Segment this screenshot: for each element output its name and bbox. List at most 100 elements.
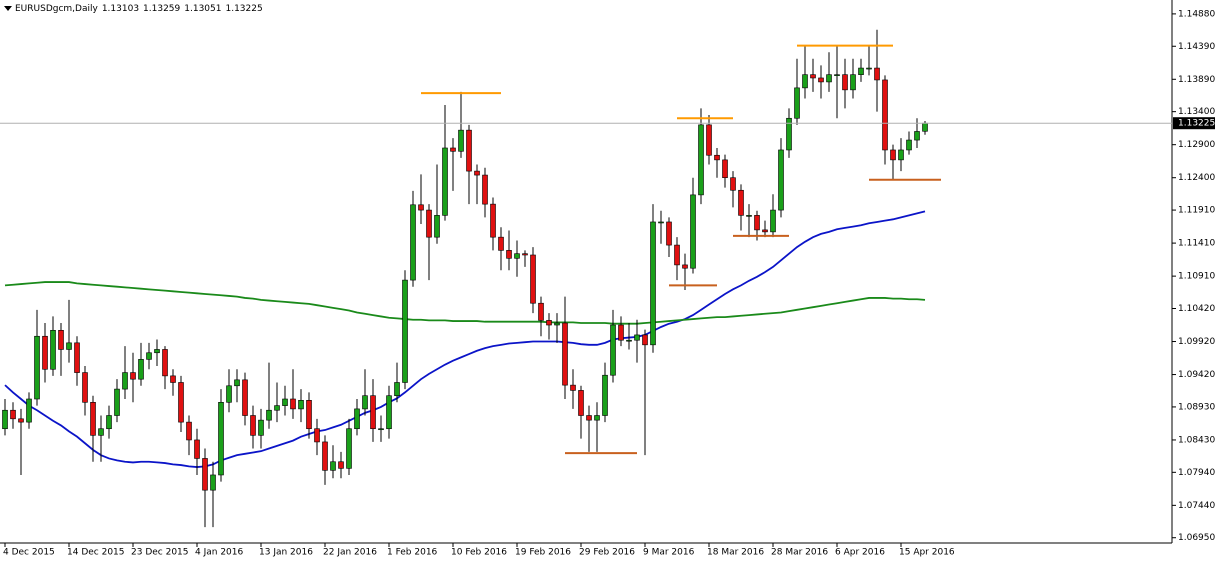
- candle-body: [810, 74, 816, 79]
- candle-body: [602, 374, 608, 416]
- candle-body: [90, 402, 96, 436]
- candle-body: [530, 254, 536, 304]
- candle-body: [34, 335, 40, 400]
- moving-average: [4, 210, 926, 468]
- candle-body: [802, 74, 808, 89]
- y-tick-label: 1.08430: [1178, 435, 1215, 445]
- candle-body: [418, 204, 424, 211]
- candle-body: [738, 189, 744, 216]
- candle-body: [666, 221, 672, 246]
- candle-body: [74, 342, 80, 373]
- y-tick-label: 1.09420: [1178, 370, 1215, 380]
- candle-body: [786, 117, 792, 151]
- candle-body: [642, 334, 648, 346]
- candle-body: [922, 122, 928, 132]
- candle-body: [146, 352, 152, 360]
- y-tick-label: 1.13400: [1178, 107, 1215, 117]
- x-tick-label: 10 Feb 2016: [451, 548, 507, 558]
- candle-body: [482, 174, 488, 205]
- candle-body: [818, 77, 824, 83]
- x-tick-label: 15 Apr 2016: [899, 548, 955, 558]
- candle-body: [618, 324, 624, 341]
- candle-body: [826, 74, 832, 83]
- y-tick-label: 1.10420: [1178, 304, 1215, 314]
- candle-body: [850, 74, 856, 91]
- x-tick-label: 28 Mar 2016: [771, 548, 828, 558]
- x-tick-label: 23 Dec 2015: [131, 548, 189, 558]
- candle-body: [162, 349, 168, 377]
- candle-body: [914, 131, 920, 141]
- candle-body: [442, 147, 448, 216]
- candle-body: [458, 129, 464, 152]
- x-tick-label: 4 Dec 2015: [3, 548, 55, 558]
- candle-body: [466, 129, 472, 172]
- open-value: 1.13103: [101, 4, 140, 14]
- candle-body: [226, 385, 232, 403]
- candle-body: [834, 74, 840, 76]
- candle-body: [330, 461, 336, 471]
- candle-body: [322, 441, 328, 471]
- candle-body: [906, 139, 912, 151]
- candle-body: [578, 390, 584, 416]
- y-tick-label: 1.13890: [1178, 75, 1215, 85]
- candle-body: [338, 461, 344, 469]
- candle-body: [98, 428, 104, 436]
- candle-body: [402, 279, 408, 383]
- candle-body: [250, 415, 256, 436]
- candle-body: [130, 372, 136, 380]
- x-tick-label: 4 Jan 2016: [195, 548, 243, 558]
- low-value: 1.13051: [184, 4, 222, 14]
- candle-body: [874, 67, 880, 81]
- y-tick-label: 1.12900: [1178, 140, 1215, 150]
- candle-body: [306, 400, 312, 430]
- moving-average: [4, 281, 926, 325]
- current-price-box: [1173, 117, 1215, 130]
- candle-body: [242, 379, 248, 416]
- candle-body: [122, 372, 128, 390]
- candle-body: [138, 359, 144, 380]
- y-tick-label: 1.14390: [1178, 42, 1215, 52]
- symbol: EURUSDgcm,Daily: [15, 4, 98, 14]
- candle-body: [154, 349, 160, 354]
- candle-body: [794, 87, 800, 119]
- candle-body: [386, 395, 392, 430]
- candle-body: [554, 322, 560, 326]
- candle-body: [594, 415, 600, 421]
- candle-body: [754, 215, 760, 231]
- menu-icon[interactable]: [4, 6, 12, 11]
- candle-body: [50, 329, 56, 370]
- candle-body: [538, 302, 544, 321]
- candle-body: [202, 458, 208, 491]
- candle-body: [890, 149, 896, 161]
- candle-body: [290, 398, 296, 410]
- candle-body: [42, 335, 48, 370]
- candle-body: [858, 67, 864, 75]
- candle-body: [234, 379, 240, 387]
- candle-body: [282, 398, 288, 406]
- candle-body: [474, 170, 480, 176]
- candle-body: [66, 342, 72, 350]
- candle-body: [722, 159, 728, 179]
- candle-body: [274, 405, 280, 411]
- candle-body: [170, 375, 176, 383]
- candle-body: [882, 79, 888, 151]
- candle-body: [498, 236, 504, 251]
- x-tick-label: 13 Jan 2016: [259, 548, 313, 558]
- candle-body: [370, 395, 376, 430]
- close-value: 1.13225: [225, 4, 263, 14]
- y-tick-label: 1.12400: [1178, 173, 1215, 183]
- candle-body: [842, 74, 848, 91]
- candle-body: [866, 67, 872, 70]
- candle-body: [298, 400, 304, 410]
- candle-body: [362, 395, 368, 410]
- y-tick-label: 1.09920: [1178, 337, 1215, 347]
- candle-body: [314, 428, 320, 443]
- x-tick-label: 22 Jan 2016: [323, 548, 377, 558]
- candle-body: [730, 177, 736, 191]
- candle-body: [570, 384, 576, 391]
- y-tick-label: 1.07940: [1178, 468, 1215, 478]
- candle-body: [106, 415, 112, 430]
- candle-body: [746, 215, 752, 217]
